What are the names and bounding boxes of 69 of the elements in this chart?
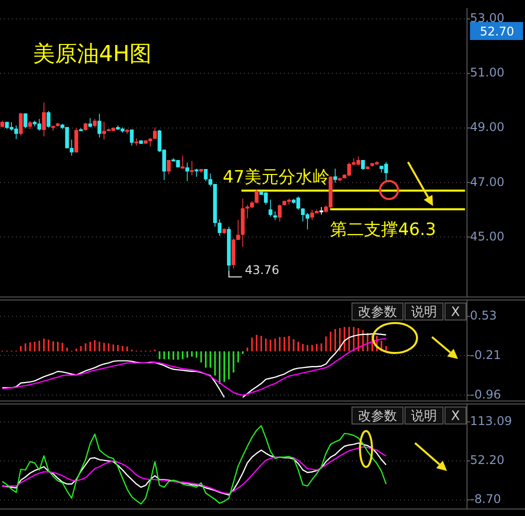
candlestick	[273, 210, 278, 220]
candlestick	[226, 226, 231, 272]
candlestick	[74, 128, 78, 153]
text: 美原油4H图	[33, 42, 152, 67]
annotation: 改参数	[358, 305, 397, 320]
candlestick	[18, 112, 23, 136]
candlestick	[98, 113, 102, 138]
candlestick	[111, 127, 116, 132]
candlestick	[180, 155, 185, 169]
y-tick-label: 113.09	[470, 414, 512, 428]
y-tick-label: 53.00	[470, 11, 504, 26]
annotation: X	[451, 409, 460, 424]
candlestick	[92, 118, 97, 128]
y-tick-label: 49.00	[470, 120, 504, 134]
candlestick	[28, 120, 32, 130]
candlestick	[102, 121, 106, 140]
annotation: 说明	[411, 409, 437, 424]
candlestick	[268, 199, 272, 217]
y-tick-label: -0.96	[470, 387, 502, 402]
candlestick	[185, 162, 190, 182]
candlestick	[374, 160, 379, 166]
candlestick	[194, 168, 198, 178]
candlestick	[130, 129, 134, 146]
candlestick	[356, 156, 360, 166]
candlestick	[264, 192, 268, 205]
candlestick	[37, 118, 42, 132]
y-tick-label: 51.00	[470, 66, 504, 80]
candlestick	[278, 204, 282, 222]
candlestick	[42, 102, 46, 137]
y-tick-label: 0.53	[470, 308, 497, 323]
candlestick	[51, 126, 56, 132]
y-tick-label: -0.21	[470, 348, 502, 362]
candlestick	[319, 206, 324, 216]
candlestick	[24, 113, 28, 129]
candlestick	[46, 110, 50, 128]
candlestick	[139, 140, 143, 144]
candlestick	[199, 169, 204, 174]
candlestick	[366, 166, 370, 170]
annotation: 43.76	[244, 262, 280, 277]
candlestick	[361, 160, 365, 170]
line-series	[2, 425, 387, 504]
annotation: 改参数	[358, 409, 397, 424]
ref-line-label: 47美元分水岭	[222, 168, 330, 188]
annotation: X	[451, 305, 460, 320]
candlestick	[333, 168, 338, 184]
text: 52.70	[480, 24, 514, 38]
line-series	[2, 442, 387, 496]
y-tick-label: 47.00	[470, 174, 504, 189]
candlestick	[88, 118, 92, 128]
candlestick	[190, 160, 194, 176]
candlestick	[134, 138, 138, 146]
annotation: 说明	[411, 305, 437, 320]
ref-line-label: 第二支撑46.3	[330, 220, 436, 240]
candlestick	[106, 128, 111, 132]
candlestick	[79, 128, 83, 132]
candlestick	[32, 120, 37, 127]
candlestick	[166, 160, 171, 175]
candlestick	[56, 122, 60, 127]
candlestick	[144, 140, 148, 144]
candlestick	[125, 128, 130, 134]
candlestick	[84, 122, 88, 132]
y-tick-label: -8.70	[470, 492, 502, 506]
y-tick-label: 45.00	[470, 229, 504, 244]
candlestick	[152, 127, 157, 140]
y-tick-label: 52.20	[470, 453, 504, 468]
candlestick	[222, 228, 226, 234]
candlestick	[310, 209, 314, 220]
candlestick	[240, 198, 245, 248]
candlestick	[338, 177, 342, 182]
